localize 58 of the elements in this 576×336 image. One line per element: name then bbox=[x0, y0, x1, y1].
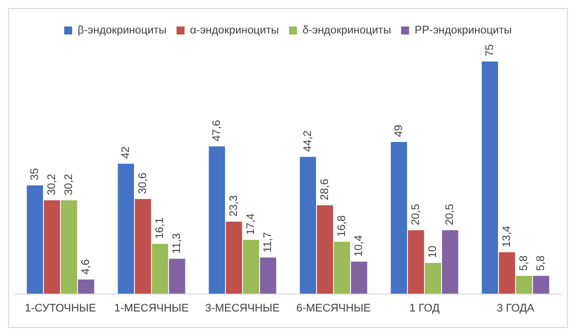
legend-label: δ-эндокриноциты bbox=[302, 24, 392, 37]
bar bbox=[498, 252, 516, 294]
data-label: 30,2 bbox=[46, 174, 58, 196]
bar bbox=[168, 258, 186, 294]
bar bbox=[60, 200, 78, 294]
data-label: 5,8 bbox=[535, 256, 548, 271]
data-label: 44,2 bbox=[302, 130, 314, 152]
data-label: 13,4 bbox=[501, 226, 513, 248]
data-label: 35 bbox=[28, 168, 41, 180]
bar bbox=[350, 262, 368, 294]
bar bbox=[300, 156, 316, 294]
bar bbox=[334, 242, 350, 294]
x-tick-label: 6-МЕСЯЧНЫЕ bbox=[296, 302, 371, 314]
bar bbox=[260, 258, 276, 294]
data-label: 17,4 bbox=[245, 213, 258, 235]
data-label: 30,6 bbox=[137, 172, 149, 194]
bar bbox=[390, 142, 408, 294]
bar bbox=[78, 280, 94, 294]
data-label: 5,8 bbox=[518, 256, 530, 271]
legend-label: PP-эндокриноциты bbox=[414, 24, 512, 37]
data-label: 16,1 bbox=[154, 218, 166, 239]
data-label: 28,6 bbox=[319, 178, 331, 200]
x-tick-label: 3 ГОДА bbox=[496, 302, 535, 314]
bar bbox=[442, 230, 458, 294]
data-label: 4,6 bbox=[80, 259, 92, 275]
data-label: 23,3 bbox=[228, 195, 240, 217]
bar bbox=[482, 61, 498, 294]
bar bbox=[118, 164, 134, 294]
legend-label: α-эндокриноциты bbox=[190, 24, 280, 37]
data-label: 30,2 bbox=[63, 174, 76, 196]
legend-label: β-эндокриноциты bbox=[78, 24, 167, 37]
x-tick-label: 1-СУТОЧНЫЕ bbox=[24, 302, 96, 314]
x-tick-label: 1 ГОД bbox=[409, 302, 440, 314]
data-label: 49 bbox=[392, 124, 405, 138]
data-label: 20,5 bbox=[410, 204, 422, 226]
bar bbox=[408, 230, 424, 294]
bar bbox=[44, 200, 60, 294]
bar bbox=[424, 262, 442, 294]
x-tick-label: 1-МЕСЯЧНЫЕ bbox=[114, 302, 189, 314]
bar bbox=[152, 244, 168, 294]
bar bbox=[516, 276, 532, 294]
bar bbox=[134, 199, 152, 294]
data-label: 75 bbox=[484, 44, 496, 56]
bar bbox=[532, 276, 550, 294]
data-label: 47,6 bbox=[210, 120, 223, 142]
bar bbox=[26, 185, 44, 294]
bar bbox=[316, 205, 334, 294]
data-label: 11,7 bbox=[262, 232, 274, 253]
bar bbox=[242, 240, 260, 294]
data-label: 42 bbox=[120, 146, 132, 159]
x-tick-label: 3-МЕСЯЧНЫЕ bbox=[205, 302, 280, 314]
data-label: 16,8 bbox=[336, 215, 348, 237]
data-label: 20,5 bbox=[444, 204, 456, 226]
data-label: 10,4 bbox=[353, 235, 366, 257]
data-label: 10 bbox=[427, 246, 440, 258]
bar bbox=[226, 222, 242, 294]
bar bbox=[208, 146, 226, 294]
data-label: 11,3 bbox=[171, 233, 184, 254]
